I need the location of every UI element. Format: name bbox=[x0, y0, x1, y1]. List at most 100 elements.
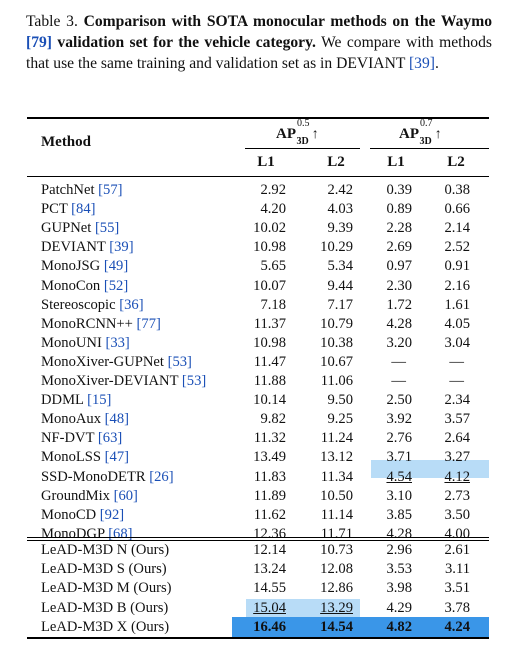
method-name: MonoAux [48] bbox=[41, 411, 129, 428]
method-name: MonoCD [92] bbox=[41, 506, 125, 523]
method-name: GroundMix [60] bbox=[41, 487, 138, 504]
table-caption: Table 3. Comparison with SOTA monocular … bbox=[26, 11, 492, 74]
value-cell: 13.12 bbox=[320, 449, 353, 466]
value-cell: 2.50 bbox=[386, 392, 412, 409]
citation-link[interactable]: [47] bbox=[104, 449, 129, 466]
value-cell: 2.34 bbox=[444, 392, 470, 409]
value-cell: 10.50 bbox=[320, 487, 353, 504]
top-rule bbox=[27, 117, 489, 119]
value-cell: 2.42 bbox=[327, 182, 353, 198]
value-cell: 12.08 bbox=[320, 561, 353, 578]
value-cell: 0.38 bbox=[444, 182, 470, 198]
value-cell: 4.03 bbox=[327, 201, 353, 218]
value-cell: 4.12 bbox=[444, 468, 470, 485]
value-cell: 3.04 bbox=[444, 334, 470, 351]
value-cell: 2.61 bbox=[444, 542, 470, 558]
header-rule bbox=[27, 176, 489, 177]
value-cell: 9.39 bbox=[327, 220, 353, 237]
value-cell: 4.20 bbox=[260, 201, 286, 218]
citation-link[interactable]: [15] bbox=[87, 392, 112, 409]
value-cell: 2.30 bbox=[386, 277, 412, 294]
value-cell: 2.96 bbox=[386, 542, 412, 558]
citation-link[interactable]: [84] bbox=[71, 201, 96, 218]
citation-link[interactable]: [60] bbox=[113, 487, 138, 504]
value-cell: 11.89 bbox=[253, 487, 286, 504]
value-cell: 11.34 bbox=[320, 468, 353, 485]
ours-method-name: LeAD-M3D M (Ours) bbox=[41, 580, 172, 597]
citation-link[interactable]: [49] bbox=[103, 258, 129, 275]
value-cell: 3.50 bbox=[444, 506, 470, 523]
header-l1-b: L1 bbox=[387, 154, 405, 170]
value-cell: 11.24 bbox=[320, 430, 353, 447]
ref-waymo[interactable]: [79] bbox=[26, 34, 52, 51]
value-cell: 4.05 bbox=[444, 315, 470, 332]
method-name: MonoRCNN++ [77] bbox=[41, 315, 161, 332]
citation-link[interactable]: [26] bbox=[149, 468, 174, 485]
value-cell: 11.83 bbox=[253, 468, 286, 485]
value-cell: 3.20 bbox=[386, 334, 412, 351]
second-best-highlight-ssd bbox=[371, 460, 489, 478]
value-cell: 3.71 bbox=[386, 449, 412, 466]
value-cell: 2.16 bbox=[444, 277, 470, 294]
value-cell: — bbox=[391, 373, 406, 389]
value-cell: 7.17 bbox=[327, 296, 353, 313]
value-cell: 10.07 bbox=[253, 277, 286, 294]
value-cell: 0.39 bbox=[386, 182, 412, 198]
method-name: GUPNet [55] bbox=[41, 220, 120, 237]
method-name: NF-DVT [63] bbox=[41, 430, 123, 447]
method-name: PatchNet [57] bbox=[41, 182, 123, 198]
value-cell: — bbox=[449, 353, 464, 370]
value-cell: 11.62 bbox=[253, 506, 286, 523]
second-best-highlight-b bbox=[246, 599, 360, 617]
value-cell: 10.79 bbox=[320, 315, 353, 332]
value-cell: 3.27 bbox=[444, 449, 470, 466]
value-cell: 9.25 bbox=[327, 411, 353, 428]
header-l1-a: L1 bbox=[257, 154, 275, 170]
value-cell: 10.67 bbox=[320, 353, 353, 370]
value-cell: — bbox=[449, 373, 464, 389]
citation-link[interactable]: [63] bbox=[97, 430, 123, 447]
value-cell: 10.02 bbox=[253, 220, 286, 237]
header-ap-07: AP0.73D ↑ bbox=[399, 118, 442, 147]
value-cell: 10.38 bbox=[320, 334, 353, 351]
citation-link[interactable]: [92] bbox=[99, 506, 125, 523]
value-cell: 15.04 bbox=[253, 599, 286, 616]
value-cell: 3.11 bbox=[445, 561, 470, 578]
header-ap-05: AP0.53D ↑ bbox=[276, 118, 319, 147]
citation-link[interactable]: [77] bbox=[136, 315, 161, 332]
value-cell: 13.29 bbox=[320, 599, 353, 616]
header-method: Method bbox=[41, 134, 91, 150]
value-cell: 11.47 bbox=[253, 353, 286, 370]
value-cell: 3.57 bbox=[444, 411, 470, 428]
value-cell: 3.53 bbox=[386, 561, 412, 578]
method-name: MonoCon [52] bbox=[41, 277, 129, 294]
citation-link[interactable]: [53] bbox=[181, 373, 207, 389]
value-cell: 4.29 bbox=[386, 599, 412, 616]
best-highlight-x bbox=[232, 617, 489, 637]
value-cell: 9.44 bbox=[327, 277, 353, 294]
citation-link[interactable]: [33] bbox=[105, 334, 130, 351]
method-name: PCT [84] bbox=[41, 201, 96, 218]
citation-link[interactable]: [36] bbox=[119, 296, 144, 313]
value-cell: 11.14 bbox=[320, 506, 353, 523]
caption-bold-2: validation set for the vehicle category. bbox=[57, 34, 316, 51]
citation-link[interactable]: [55] bbox=[94, 220, 120, 237]
ref-deviant[interactable]: [39] bbox=[408, 55, 435, 72]
method-name: MonoXiver-DEVIANT [53] bbox=[41, 373, 207, 389]
value-cell: 2.28 bbox=[386, 220, 412, 237]
header-l2-b: L2 bbox=[447, 154, 465, 170]
method-name: DEVIANT [39] bbox=[41, 239, 134, 256]
value-cell: 11.06 bbox=[320, 373, 353, 389]
citation-link[interactable]: [48] bbox=[104, 411, 129, 428]
citation-link[interactable]: [39] bbox=[109, 239, 134, 256]
ours-method-name: LeAD-M3D S (Ours) bbox=[41, 561, 167, 578]
citation-link[interactable]: [53] bbox=[167, 353, 192, 370]
value-cell: 9.82 bbox=[260, 411, 286, 428]
citation-link[interactable]: [52] bbox=[103, 277, 129, 294]
citation-link[interactable]: [57] bbox=[98, 182, 123, 198]
value-cell: 3.92 bbox=[386, 411, 412, 428]
value-cell: 0.91 bbox=[444, 258, 470, 275]
value-cell: 2.92 bbox=[260, 182, 286, 198]
value-cell: — bbox=[391, 353, 406, 370]
value-cell: 4.28 bbox=[386, 315, 412, 332]
